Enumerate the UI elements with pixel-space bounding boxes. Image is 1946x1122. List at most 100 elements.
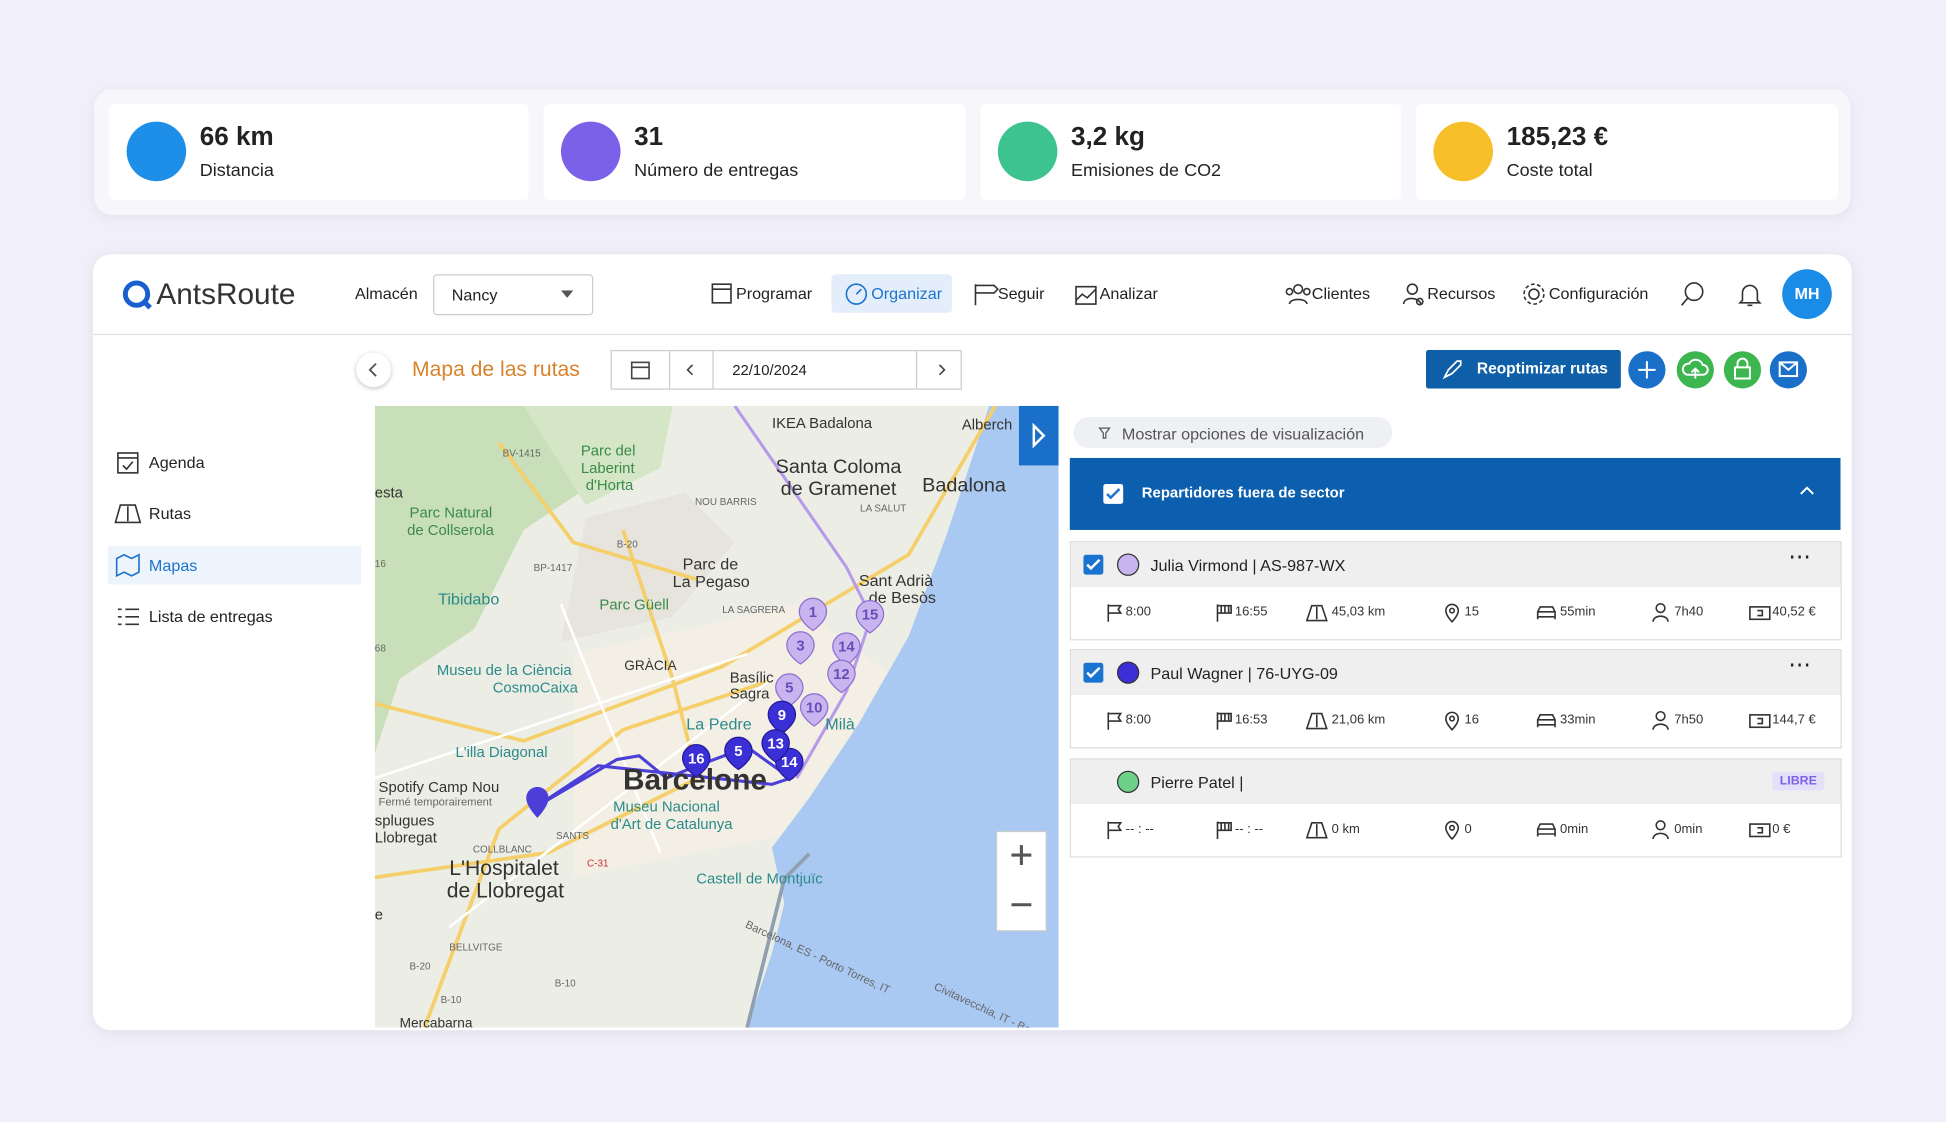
driver-stat: -- : -- — [1125, 821, 1154, 837]
stat-icon — [1107, 604, 1123, 622]
sidebar-item[interactable]: Rutas — [108, 494, 361, 532]
map-label: B-20 — [410, 961, 431, 972]
lock-button[interactable] — [1723, 351, 1762, 389]
stat-icon — [1652, 820, 1669, 840]
avatar[interactable]: MH — [1782, 269, 1832, 319]
stat-card: 185,23 € Coste total — [1416, 104, 1839, 200]
menu-item[interactable]: Configuración — [1548, 284, 1649, 303]
menu-item[interactable]: Organizar — [871, 284, 943, 303]
driver-stat: -- : -- — [1234, 821, 1264, 837]
options-pill[interactable]: Mostrar opciones de visualización — [1073, 416, 1393, 449]
map-label: L'illa Diagonal — [455, 745, 547, 761]
stat-icon — [1652, 710, 1669, 730]
shape — [1684, 282, 1704, 302]
sidebar-item[interactable]: Lista de entregas — [108, 597, 361, 635]
driver-card: Paul Wagner | 76-UYG-09 ⋯ 8:00 16:53 21,06 k… — [1069, 649, 1842, 749]
driver-checkbox[interactable] — [1083, 662, 1104, 683]
shape — [974, 284, 999, 306]
button-icons — [1638, 357, 1799, 380]
right-icons — [1285, 282, 1762, 307]
map-label: splugues — [375, 813, 435, 829]
map[interactable]: IKEA Badalona Alberch Parc del Laberintd'Ho… — [374, 405, 1059, 1028]
driver-color — [1116, 661, 1140, 684]
menu-item[interactable]: Seguir — [997, 284, 1045, 303]
shape — [1449, 824, 1456, 831]
map-label: C-31 — [587, 858, 609, 869]
stat-card: 3,2 kg Emisiones de CO2 — [980, 104, 1402, 200]
stat-icon — [1749, 606, 1771, 621]
map-label: LA SALUT — [860, 503, 906, 514]
map-label: CosmoCaixa — [493, 681, 579, 697]
marker-pin — [681, 744, 711, 778]
marker-label: 3 — [796, 638, 804, 654]
map-label: Parc de — [683, 556, 739, 574]
map-label: Parc Güell — [599, 597, 668, 613]
map-label: Parc del — [581, 443, 636, 459]
shape — [1652, 723, 1669, 730]
sidebar-item[interactable]: Agenda — [108, 443, 361, 481]
stat-icon — [1216, 712, 1232, 730]
marker-pin — [724, 736, 753, 771]
shape — [1216, 604, 1232, 622]
shape — [1288, 298, 1308, 305]
map-label: de Gramenet — [781, 478, 897, 500]
stat-icon — [1305, 822, 1328, 839]
shape — [1757, 717, 1764, 725]
map-toggle[interactable] — [1018, 405, 1059, 466]
shape — [374, 776, 699, 880]
menu-item[interactable]: Recursos — [1427, 284, 1496, 303]
sidebar-item[interactable]: Mapas — [107, 546, 362, 585]
menu-item[interactable]: Analizar — [1099, 284, 1158, 303]
marker-label: 1 — [809, 605, 817, 621]
stat-icon — [1749, 823, 1771, 838]
shape — [1528, 288, 1540, 300]
map-markers: 1 15 3 14 12 5 10 9 16 5 14 13 — [681, 597, 885, 782]
collapse-button[interactable] — [356, 352, 391, 388]
page-title: Mapa de las rutas — [412, 357, 580, 382]
date-icons — [630, 361, 946, 380]
stat-icon — [1536, 714, 1556, 728]
shape — [374, 405, 997, 743]
map-label: Santa Coloma — [776, 456, 903, 478]
shape — [1779, 361, 1798, 372]
sea — [747, 405, 1059, 1028]
shape — [114, 504, 142, 524]
chevron-up — [1800, 486, 1814, 495]
driver-checkbox[interactable] — [1083, 554, 1104, 575]
map-label: d'Art de Catalunya — [611, 817, 734, 833]
stat-label: Coste total — [1506, 161, 1593, 182]
stat-label: Emisiones de CO2 — [1071, 161, 1222, 182]
check — [1086, 666, 1101, 679]
shape — [845, 283, 868, 305]
shape — [1293, 284, 1304, 295]
map-label: Alberch — [962, 417, 1012, 433]
shape — [1652, 615, 1669, 622]
map-label: BV-1415 — [503, 449, 541, 460]
group-checkbox[interactable] — [1103, 484, 1124, 504]
map-label: de Besòs — [869, 589, 936, 607]
shape — [559, 603, 662, 854]
check — [1106, 488, 1121, 500]
driver-name: Pierre Patel | — [1150, 773, 1244, 792]
marker-label: 14 — [838, 640, 855, 656]
date[interactable]: 22/10/2024 — [732, 361, 807, 379]
shape — [1652, 832, 1669, 840]
options-label: Mostrar opciones de visualización — [1121, 424, 1365, 444]
group-header[interactable]: Repartidores fuera de sector — [1069, 457, 1841, 530]
shape — [1655, 820, 1666, 831]
menu-item[interactable]: Programar — [735, 284, 813, 303]
reoptimize-button[interactable]: Reoptimizar rutas — [1425, 349, 1621, 389]
shape — [1757, 826, 1764, 834]
shape — [1075, 285, 1097, 305]
marker-label: 9 — [778, 708, 786, 724]
filter-icon — [1098, 427, 1111, 439]
menu-item[interactable]: Clientes — [1311, 284, 1371, 303]
driver-stat: 0min — [1560, 821, 1589, 837]
marker-label: 10 — [806, 700, 823, 716]
warehouse-select[interactable]: Nancy — [433, 274, 594, 316]
shape — [115, 553, 140, 578]
driver-stat: 16 — [1464, 712, 1479, 728]
caret — [560, 290, 574, 298]
shape — [855, 288, 862, 295]
